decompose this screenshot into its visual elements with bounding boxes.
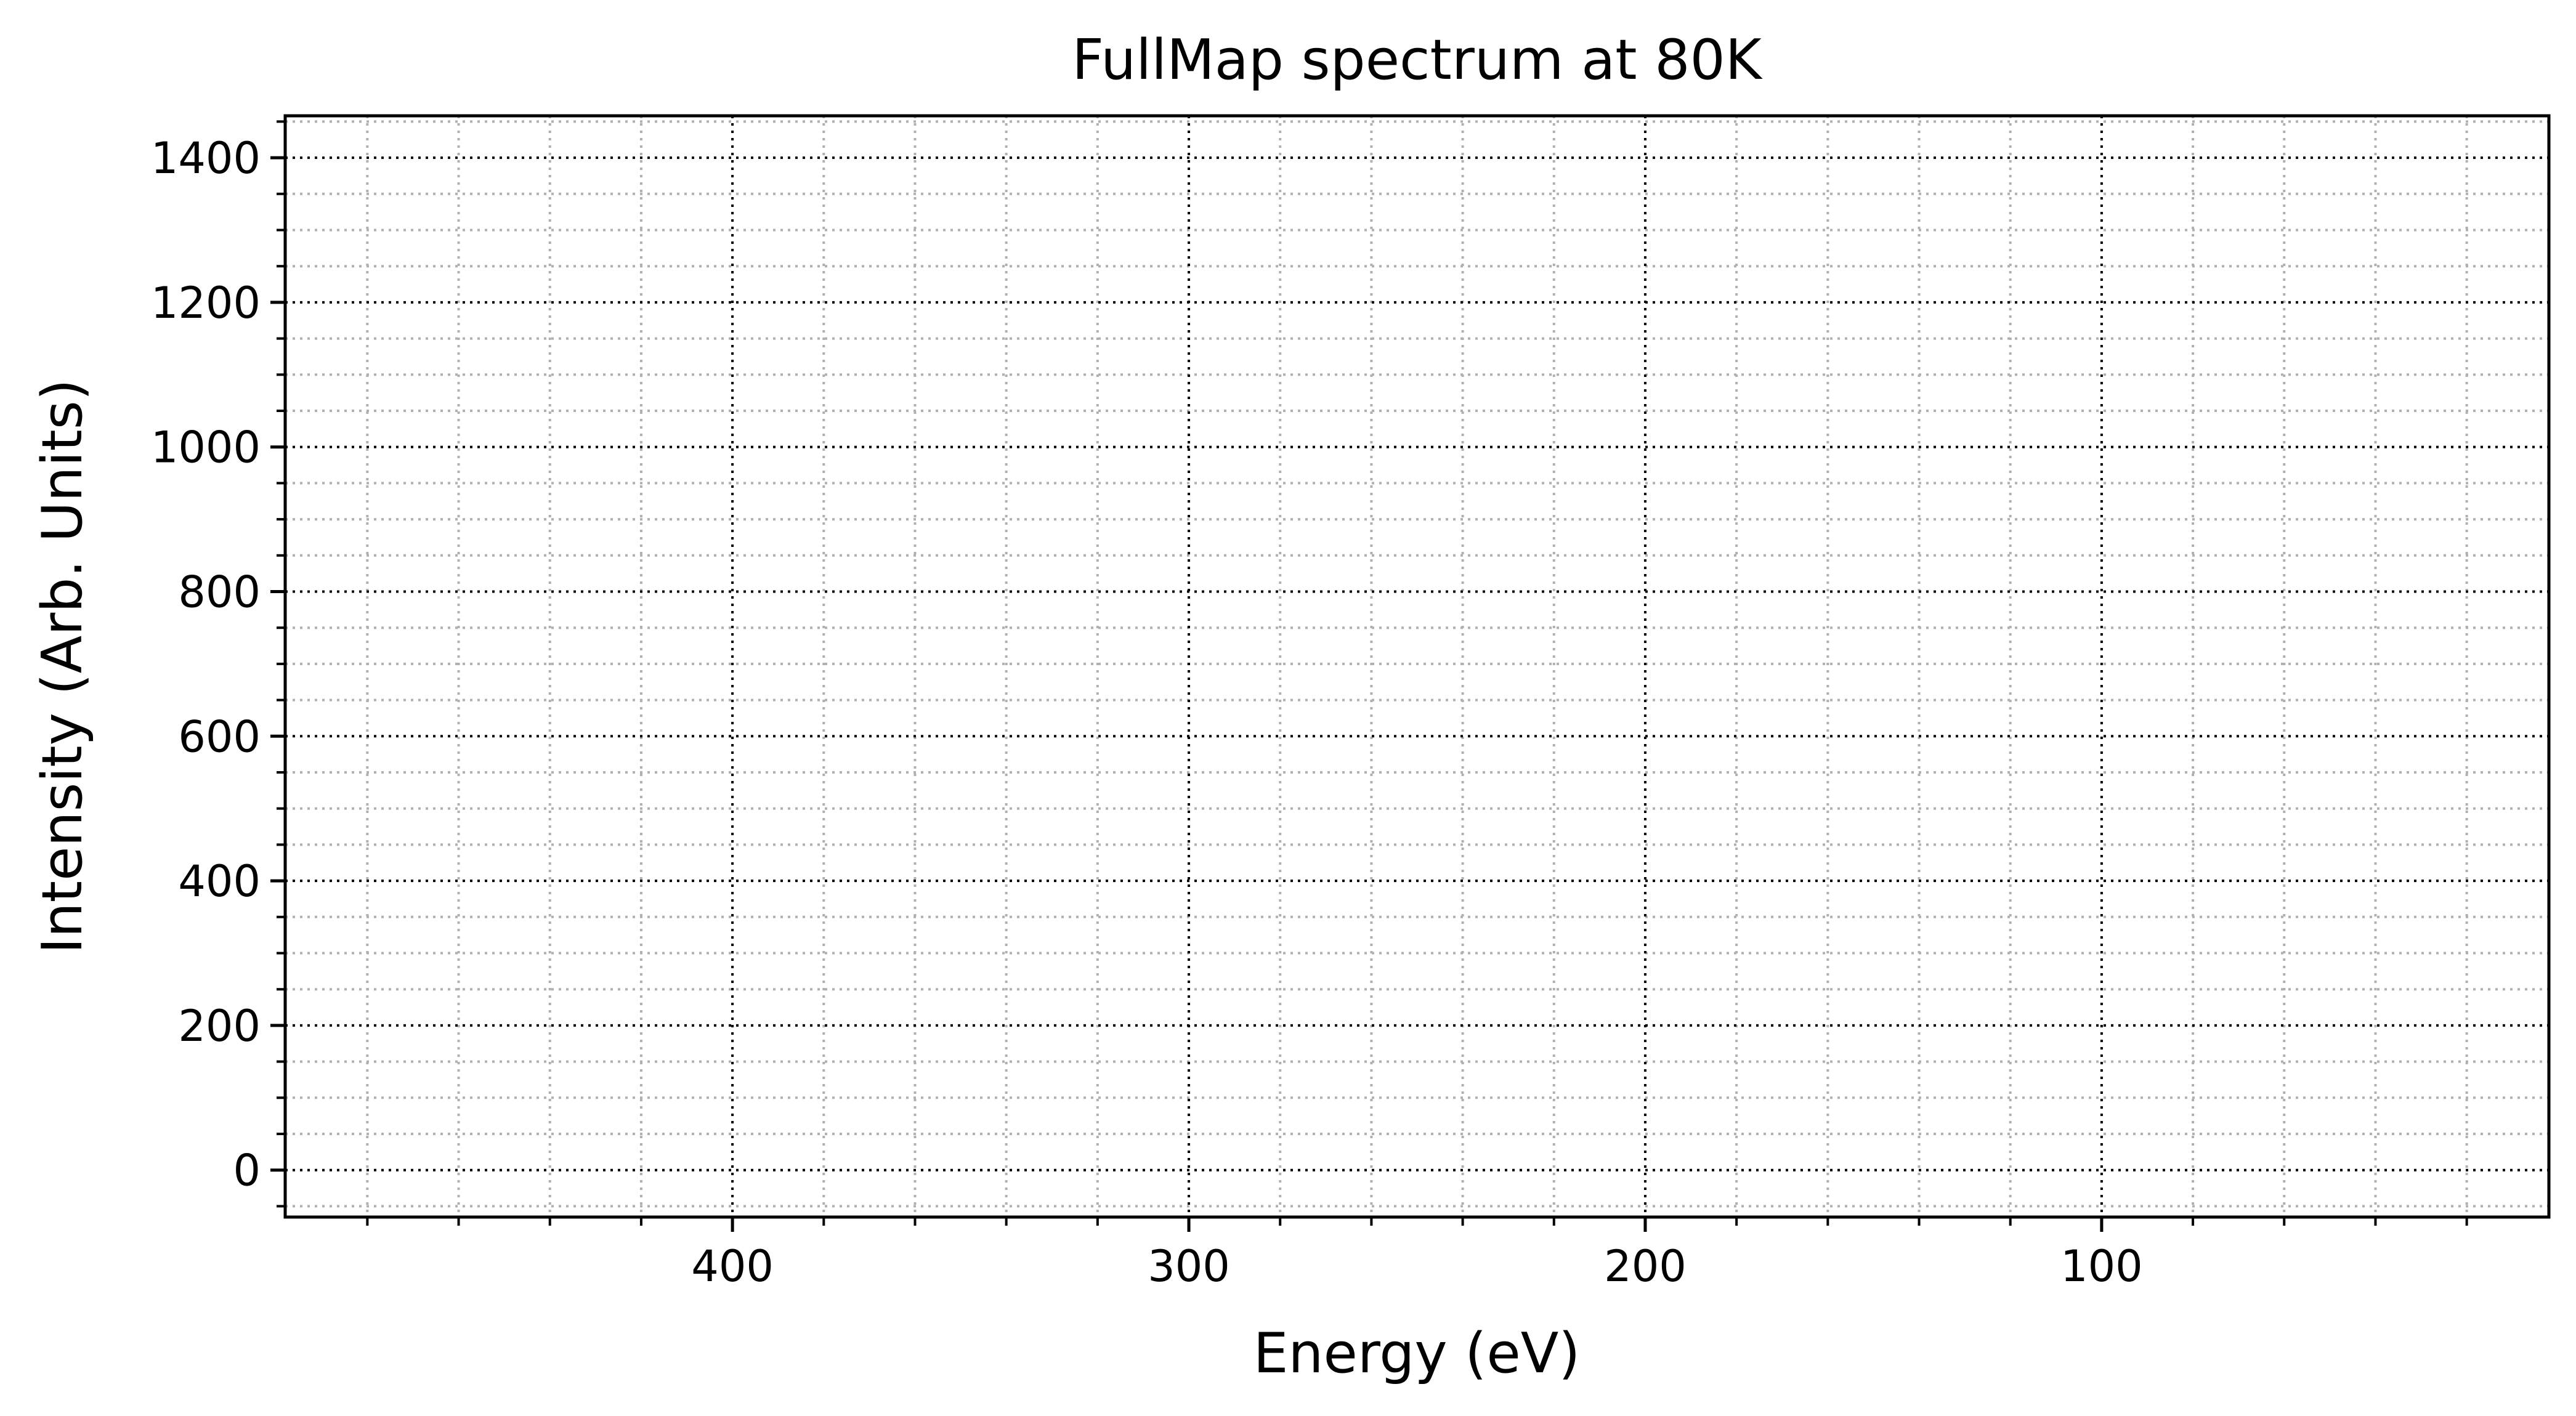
x-axis-label: Energy (eV) [1254,1321,1581,1386]
x-tick-label: 400 [691,1241,774,1292]
y-tick-label: 200 [178,1001,261,1051]
chart-title: FullMap spectrum at 80K [1072,28,1762,92]
x-tick-label: 100 [2060,1241,2143,1292]
x-tick-label: 200 [1604,1241,1687,1292]
y-tick-label: 1400 [151,133,261,184]
major-grid [285,116,2549,1217]
y-axis-label: Intensity (Arb. Units) [30,379,95,954]
y-tick-label: 600 [178,711,261,762]
minor-grid [285,116,2549,1217]
y-tick-label: 400 [178,856,261,907]
y-tick-label: 0 [233,1146,261,1196]
y-tick-label: 800 [178,567,261,617]
x-tick-label: 300 [1148,1241,1230,1292]
ticks [270,120,2468,1232]
y-tick-label: 1200 [151,278,261,328]
y-tick-label: 1000 [151,423,261,473]
plot-frame [283,114,2551,1219]
